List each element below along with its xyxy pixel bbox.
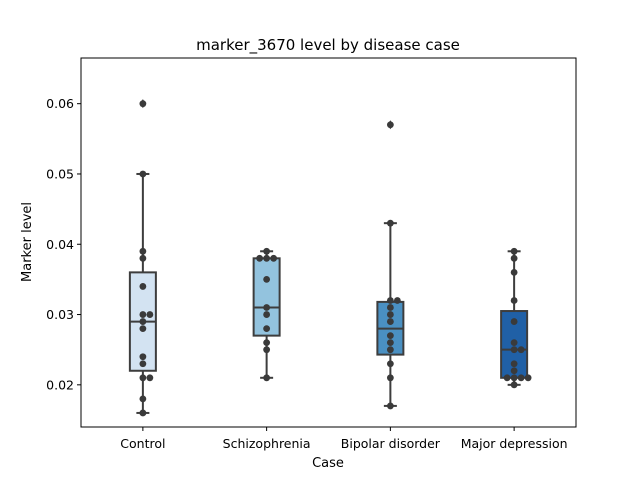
data-point	[510, 374, 518, 382]
data-point	[139, 170, 147, 178]
data-point	[517, 346, 525, 354]
data-point	[263, 276, 271, 283]
chart-title: marker_3670 level by disease case	[196, 36, 460, 55]
data-point	[139, 395, 147, 403]
data-point	[139, 360, 147, 368]
data-point	[139, 311, 147, 318]
data-point	[386, 332, 394, 340]
data-point	[139, 254, 147, 262]
data-point	[139, 409, 147, 417]
data-point	[524, 374, 532, 382]
data-point	[510, 339, 518, 347]
data-point	[386, 339, 394, 347]
y-tick-label: 0.02	[46, 377, 74, 392]
data-point	[263, 325, 271, 332]
data-point	[510, 297, 518, 304]
data-point	[510, 268, 518, 276]
data-point	[386, 402, 394, 410]
data-point	[510, 318, 518, 325]
data-point	[263, 247, 271, 255]
data-point	[263, 254, 271, 262]
data-point	[510, 367, 518, 375]
x-tick-label: Control	[120, 436, 165, 451]
x-axis: Control Schizophrenia Bipolar disorder Majo…	[120, 427, 568, 451]
data-point	[517, 374, 525, 382]
data-point	[139, 318, 147, 325]
data-point	[263, 311, 271, 318]
data-point	[263, 304, 271, 311]
data-point	[510, 254, 518, 262]
data-point	[139, 325, 147, 332]
plot-area	[128, 99, 532, 417]
x-axis-label: Case	[312, 456, 344, 471]
y-axis-label: Marker level	[20, 202, 35, 282]
y-axis: 0.02 0.03 0.04 0.05 0.06	[46, 96, 81, 392]
data-point	[146, 374, 154, 382]
data-point	[510, 247, 518, 255]
x-tick-label: Major depression	[461, 436, 568, 451]
y-tick-label: 0.03	[46, 307, 74, 322]
data-point	[270, 254, 278, 262]
data-point	[510, 360, 518, 368]
y-tick-label: 0.06	[46, 96, 74, 111]
data-point	[139, 247, 147, 255]
x-tick-label: Schizophrenia	[223, 436, 311, 451]
data-point	[263, 339, 271, 347]
data-point	[256, 254, 264, 262]
data-point	[386, 219, 394, 227]
data-point	[386, 297, 394, 304]
data-point	[139, 283, 147, 290]
data-point	[510, 346, 518, 354]
data-point	[263, 346, 271, 354]
data-point	[386, 304, 394, 311]
data-point	[386, 121, 394, 129]
y-tick-label: 0.04	[46, 237, 74, 252]
data-point	[503, 374, 511, 382]
data-point	[139, 374, 147, 382]
data-point	[386, 346, 394, 354]
data-point	[139, 353, 147, 361]
data-point	[139, 100, 147, 108]
y-tick-label: 0.05	[46, 166, 74, 181]
data-point	[386, 318, 394, 325]
data-point	[146, 311, 154, 318]
data-point	[386, 360, 394, 368]
data-point	[393, 297, 401, 304]
data-point	[386, 311, 394, 318]
data-point	[386, 374, 394, 382]
plot-frame	[80, 57, 577, 428]
x-tick-label: Bipolar disorder	[341, 436, 441, 451]
iqr-box	[252, 257, 281, 337]
data-point	[510, 381, 518, 389]
data-point	[263, 374, 271, 382]
